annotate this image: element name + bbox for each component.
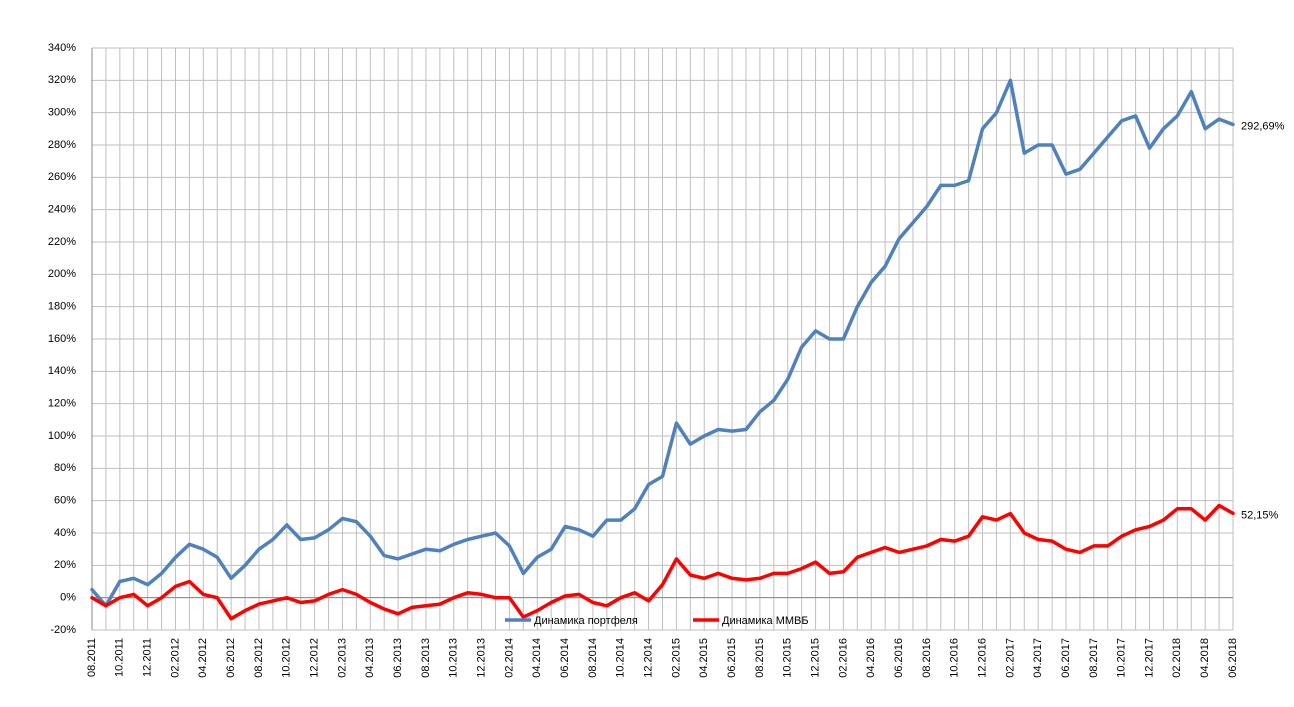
x-tick-label: 04.2013 bbox=[364, 638, 376, 678]
x-tick-label: 08.2016 bbox=[921, 638, 933, 678]
x-tick-label: 06.2018 bbox=[1227, 638, 1239, 678]
y-tick-label: 280% bbox=[48, 139, 76, 151]
x-tick-label: 02.2018 bbox=[1171, 638, 1183, 678]
x-tick-label: 10.2016 bbox=[949, 638, 961, 678]
x-tick-label: 04.2015 bbox=[698, 638, 710, 678]
y-tick-label: 340% bbox=[48, 42, 76, 54]
y-tick-label: 100% bbox=[48, 430, 76, 442]
series-line bbox=[90, 78, 1235, 608]
x-tick-label: 10.2017 bbox=[1116, 638, 1128, 678]
y-tick-label: 40% bbox=[54, 527, 76, 539]
x-tick-label: 02.2016 bbox=[837, 638, 849, 678]
x-tick-label: 04.2018 bbox=[1199, 638, 1211, 678]
x-tick-label: 06.2013 bbox=[392, 638, 404, 678]
x-tick-label: 08.2013 bbox=[420, 638, 432, 678]
y-tick-label: 160% bbox=[48, 333, 76, 345]
x-tick-label: 04.2016 bbox=[865, 638, 877, 678]
x-tick-label: 08.2011 bbox=[86, 638, 98, 677]
x-tick-label: 02.2015 bbox=[670, 638, 682, 678]
x-tick-label: 10.2011 bbox=[114, 638, 126, 677]
y-tick-label: 140% bbox=[48, 365, 76, 377]
x-tick-label: 04.2012 bbox=[197, 638, 209, 678]
y-tick-label: 260% bbox=[48, 171, 76, 183]
y-tick-label: 220% bbox=[48, 236, 76, 248]
x-tick-label: 06.2014 bbox=[559, 638, 571, 678]
x-tick-label: 12.2012 bbox=[309, 638, 321, 678]
x-tick-label: 04.2017 bbox=[1032, 638, 1044, 678]
x-tick-label: 02.2014 bbox=[503, 638, 515, 678]
y-tick-label: 240% bbox=[48, 204, 76, 216]
x-tick-label: 06.2015 bbox=[726, 638, 738, 678]
legend-label: Динамика портфеля bbox=[534, 615, 638, 627]
x-tick-label: 08.2012 bbox=[253, 638, 265, 678]
x-tick-label: 12.2017 bbox=[1143, 638, 1155, 678]
y-tick-label: 320% bbox=[48, 74, 76, 86]
y-tick-label: 60% bbox=[54, 495, 76, 507]
x-tick-label: 12.2013 bbox=[476, 638, 488, 678]
x-tick-label: 10.2015 bbox=[782, 638, 794, 678]
x-tick-label: 02.2012 bbox=[169, 638, 181, 678]
x-tick-label: 08.2015 bbox=[754, 638, 766, 678]
x-tick-label: 02.2013 bbox=[336, 638, 348, 678]
x-tick-label: 06.2016 bbox=[893, 638, 905, 678]
y-tick-label: 20% bbox=[54, 559, 76, 571]
x-tick-label: 06.2012 bbox=[225, 638, 237, 678]
data-label: 292,69% bbox=[1241, 120, 1285, 132]
legend-label: Динамика ММВБ bbox=[722, 615, 809, 627]
series-line bbox=[90, 503, 1235, 621]
y-tick-label: 0% bbox=[60, 592, 76, 604]
y-tick-label: 120% bbox=[48, 398, 76, 410]
x-tick-label: 02.2017 bbox=[1004, 638, 1016, 678]
x-tick-label: 12.2016 bbox=[976, 638, 988, 678]
y-tick-label: 300% bbox=[48, 107, 76, 119]
x-tick-label: 06.2017 bbox=[1060, 638, 1072, 678]
x-tick-label: 12.2011 bbox=[142, 638, 154, 677]
y-tick-label: 180% bbox=[48, 301, 76, 313]
y-tick-label: -20% bbox=[50, 624, 76, 636]
x-tick-label: 04.2014 bbox=[531, 638, 543, 678]
y-tick-label: 80% bbox=[54, 462, 76, 474]
x-tick-label: 10.2014 bbox=[615, 638, 627, 678]
y-tick-label: 200% bbox=[48, 268, 76, 280]
x-tick-label: 08.2014 bbox=[587, 638, 599, 678]
x-tick-label: 12.2015 bbox=[809, 638, 821, 678]
x-tick-label: 10.2013 bbox=[448, 638, 460, 678]
data-label: 52,15% bbox=[1241, 509, 1279, 521]
x-tick-label: 12.2014 bbox=[642, 638, 654, 678]
x-tick-label: 10.2012 bbox=[281, 638, 293, 678]
x-tick-label: 08.2017 bbox=[1088, 638, 1100, 678]
